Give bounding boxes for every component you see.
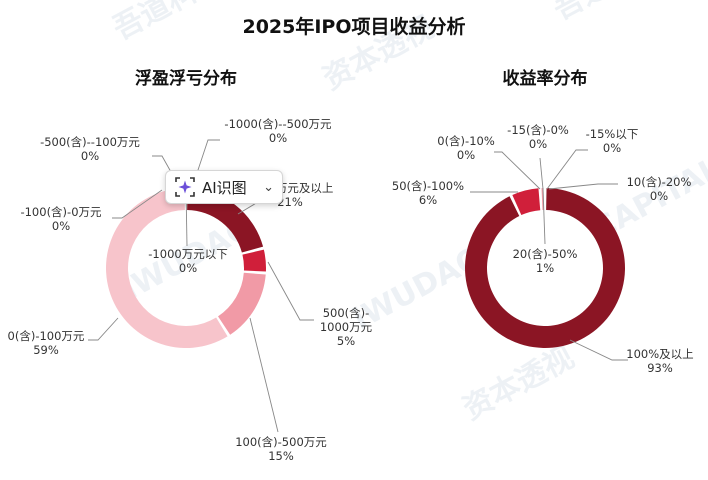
leader-line xyxy=(249,317,279,433)
ai-button-label: AI识图 xyxy=(202,178,247,197)
donut-profit: 1000万元及以上 21%500(含)-1000万元 5%100(含)-500万元 1… xyxy=(8,117,373,463)
slice-label: 50(含)-100% 6% xyxy=(392,179,464,207)
leader-line xyxy=(267,261,314,321)
slice-label: 20(含)-50% 1% xyxy=(513,247,578,275)
chevron-down-icon[interactable]: ⌄ xyxy=(263,179,274,195)
leader-line xyxy=(542,187,546,245)
watermark-text: 吾道科技 xyxy=(547,0,669,27)
donut-slice xyxy=(106,188,228,348)
slice-label: 100(含)-500万元 15% xyxy=(235,435,327,463)
slice-label: -1000(含)--500万元 0% xyxy=(224,117,332,145)
slice-label: 100%及以上 93% xyxy=(626,347,693,375)
slice-label: -1000万元以下 0% xyxy=(148,247,227,275)
slice-label: 0(含)-10% 0% xyxy=(437,134,495,162)
slice-label: -15(含)-0% 0% xyxy=(507,123,569,151)
slice-label: 10(含)-20% 0% xyxy=(627,175,692,203)
leader-line xyxy=(546,149,588,190)
leader-line xyxy=(569,339,628,361)
watermark-text: 吾道科技 xyxy=(107,0,229,47)
donut-return-rate: 100%及以上 93% 50(含)-100% 6% 20(含)-50% 1% 10(含)-2… xyxy=(392,123,694,375)
watermark-layer: 吾道科技iWUDAO资本透视iWUDAO吾道科技CAPITAL MARKET资本… xyxy=(107,0,708,427)
donut-slice xyxy=(218,272,266,335)
slice-label: -100(含)-0万元 0% xyxy=(20,205,102,233)
page-title: 2025年IPO项目收益分析 xyxy=(242,15,465,38)
watermark-text: 资本透视 xyxy=(457,340,579,427)
slice-label: 500(含)-1000万元 5% xyxy=(320,306,373,348)
leader-line xyxy=(88,317,119,341)
chart-title-profit: 浮盈浮亏分布 xyxy=(135,68,237,89)
donut-slice xyxy=(187,188,264,253)
slice-label: -15%以下 0% xyxy=(586,127,639,155)
sparkle-icon xyxy=(175,177,195,197)
donut-slice xyxy=(512,188,541,216)
leader-line xyxy=(494,151,541,190)
slice-label: 0(含)-100万元 59% xyxy=(8,329,85,357)
donut-slice xyxy=(242,249,266,272)
leader-line xyxy=(548,183,618,190)
leader-line xyxy=(112,189,163,219)
leader-line xyxy=(539,157,544,190)
chart-title-return-rate: 收益率分布 xyxy=(503,68,588,89)
slice-label: -500(含)--100万元 0% xyxy=(40,135,140,163)
ai-image-recognition-button[interactable]: AI识图 ⌄ xyxy=(165,170,283,204)
